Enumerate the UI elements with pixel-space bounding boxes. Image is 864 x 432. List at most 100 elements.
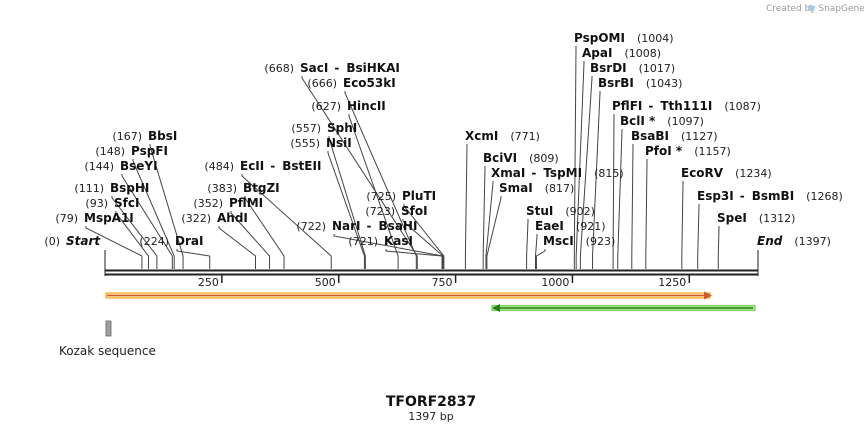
site-kasi-name[interactable]: KasI [384, 234, 413, 248]
site-pflmi-pos[interactable]: (352) [193, 197, 223, 210]
site-stui-pos[interactable]: (902) [565, 205, 595, 218]
site-drai-name[interactable]: DraI [175, 234, 203, 248]
site-bseyi-name[interactable]: BseYI [120, 159, 158, 173]
site-nsii-name[interactable]: NsiI [326, 136, 352, 150]
site-ecorv-pos[interactable]: (1234) [735, 167, 772, 180]
site-xmai-pos[interactable]: (815) [594, 167, 624, 180]
site-btgzi-pos[interactable]: (383) [207, 182, 237, 195]
cut-site-labels: Start (0) MspA1I (79) SfcI (93)BspHI (111) BseY… [44, 31, 842, 248]
site-ecli-name[interactable]: EcII [240, 159, 264, 173]
site-eaei-name[interactable]: EaeI [535, 219, 564, 233]
site-end-pos[interactable]: (1397) [794, 235, 831, 248]
site-esp3i-pos[interactable]: (1268) [806, 190, 843, 203]
site-esp3i-name2[interactable]: BsmBI [752, 189, 794, 203]
site-apai-name[interactable]: ApaI [582, 46, 612, 60]
kozak-feature[interactable] [105, 320, 112, 337]
site-bsrbi-pos[interactable]: (1043) [646, 77, 683, 90]
site-bsphi-pos[interactable]: (111) [74, 182, 104, 195]
site-bsphi-name[interactable]: BspHI [110, 181, 149, 195]
site-spei-pos[interactable]: (1312) [759, 212, 796, 225]
site-pfoi-pos[interactable]: (1157) [694, 145, 731, 158]
site-sphi-leader [328, 136, 366, 269]
site-nari-pos[interactable]: (722) [296, 220, 326, 233]
site-drai-pos[interactable]: (224) [139, 235, 169, 248]
site-pflfi-name[interactable]: PflFI [612, 99, 642, 113]
site-bcli-pos[interactable]: (1097) [667, 115, 704, 128]
site-pspfi-name[interactable]: PspFI [131, 144, 168, 158]
site-esp3i-name[interactable]: Esp3I [697, 189, 734, 203]
site-mspa1i-name[interactable]: MspA1I [84, 211, 134, 225]
site-smai-name[interactable]: SmaI [499, 181, 533, 195]
site-xmai-name2[interactable]: TspMI [543, 166, 582, 180]
site-bbsi-pos[interactable]: (167) [112, 130, 142, 143]
site-nsii-pos[interactable]: (555) [290, 137, 320, 150]
site-pflmi-name[interactable]: PflMI [229, 196, 263, 210]
site-bsabi-name[interactable]: BsaBI [631, 129, 669, 143]
site-eco53ki-name[interactable]: Eco53kI [343, 76, 396, 90]
site-pspomi-name[interactable]: PspOMI [574, 31, 625, 45]
site-saci-name[interactable]: SacI [300, 61, 328, 75]
site-hincii-name[interactable]: HincII [347, 99, 386, 113]
orf-feature[interactable] [105, 291, 712, 300]
site-pflfi-pos[interactable]: (1087) [724, 100, 761, 113]
site-kasi-pos[interactable]: (721) [348, 235, 378, 248]
site-nari-name[interactable]: NarI [332, 219, 361, 233]
site-bsrbi-name[interactable]: BsrBI [598, 76, 634, 90]
site-pluti-pos[interactable]: (725) [366, 190, 396, 203]
site-ecorv-leader [681, 181, 684, 269]
site-eaei-pos[interactable]: (921) [576, 220, 606, 233]
site-smai-pos[interactable]: (817) [545, 182, 575, 195]
site-bseyi-pos[interactable]: (144) [84, 160, 114, 173]
site-pflfi-name2[interactable]: Tth111I [660, 99, 712, 113]
site-pspfi-pos[interactable]: (148) [95, 145, 125, 158]
green-feature[interactable] [491, 304, 756, 312]
site-xcmi-name[interactable]: XcmI [465, 129, 498, 143]
site-bbsi-name[interactable]: BbsI [148, 129, 177, 143]
site-bcivi-pos[interactable]: (809) [529, 152, 559, 165]
site-ahdi-name[interactable]: AhdI [217, 211, 248, 225]
site-ahdi-pos[interactable]: (322) [181, 212, 211, 225]
ruler-tick-label: 250 [198, 276, 219, 289]
site-ecorv-name[interactable]: EcoRV [681, 166, 724, 180]
site-msci-name[interactable]: MscI [543, 234, 574, 248]
site-sphi-name[interactable]: SphI [327, 121, 357, 135]
site-pluti-name[interactable]: PluTI [402, 189, 436, 203]
site-bcivi-name[interactable]: BciVI [483, 151, 517, 165]
site-mspa1i-pos[interactable]: (79) [55, 212, 78, 225]
site-btgzi-name[interactable]: BtgZI [243, 181, 280, 195]
site-sfci-pos[interactable]: (93) [85, 197, 108, 210]
site-stui-name[interactable]: StuI [526, 204, 553, 218]
site-bcivi-leader [482, 166, 486, 269]
site-bcli-name[interactable]: BclI * [620, 114, 656, 128]
site-sfoi-name[interactable]: SfoI [401, 204, 428, 218]
site-pspomi-pos[interactable]: (1004) [637, 32, 674, 45]
site-sfoi-pos[interactable]: (723) [365, 205, 395, 218]
site-pfoi-name[interactable]: PfoI * [645, 144, 683, 158]
site-saci-name2[interactable]: BsiHKAI [346, 61, 400, 75]
site-sfci-name[interactable]: SfcI [114, 196, 139, 210]
site-msci-pos[interactable]: (923) [586, 235, 616, 248]
site-saci-pos[interactable]: (668) [264, 62, 294, 75]
site-spei-name[interactable]: SpeI [717, 211, 747, 225]
site-bsabi-pos[interactable]: (1127) [681, 130, 718, 143]
site-start-pos[interactable]: (0) [44, 235, 60, 248]
site-nari-name2[interactable]: BsaHI [379, 219, 418, 233]
site-eco53ki-pos[interactable]: (666) [307, 77, 337, 90]
site-xmai-name[interactable]: XmaI [491, 166, 525, 180]
site-start-name[interactable]: Start [66, 234, 101, 248]
site-bsrdi-name[interactable]: BsrDI [590, 61, 627, 75]
site-ecli-name2[interactable]: BstEII [282, 159, 321, 173]
site-ahdi-leader [218, 226, 257, 269]
site-ecli-pos[interactable]: (484) [204, 160, 234, 173]
site-hincii-pos[interactable]: (627) [311, 100, 341, 113]
site-apai-pos[interactable]: (1008) [624, 47, 661, 60]
cut-site-lines [85, 46, 720, 269]
site-nari-separator: - [367, 219, 372, 233]
site-sphi-pos[interactable]: (557) [291, 122, 321, 135]
site-end-name[interactable]: End [757, 234, 783, 248]
site-pspomi-leader [573, 46, 577, 269]
sequence-backbone [104, 250, 759, 276]
site-bsrdi-pos[interactable]: (1017) [639, 62, 676, 75]
site-xcmi-pos[interactable]: (771) [510, 130, 540, 143]
site-xmai-separator: - [531, 166, 536, 180]
